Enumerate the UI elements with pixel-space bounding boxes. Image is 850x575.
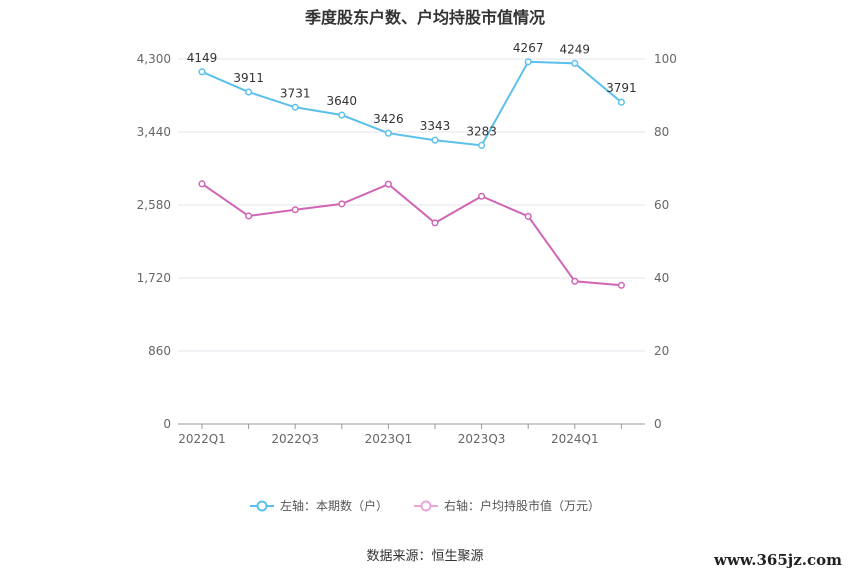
x-axis-tick-label: 2022Q1: [178, 432, 226, 446]
left-axis-tick-label: 2,580: [137, 198, 171, 212]
data-label: 3283: [466, 124, 497, 138]
legend-marker-households: [249, 500, 274, 511]
data-label: 3791: [606, 81, 637, 95]
right-axis-tick-label: 0: [654, 417, 662, 431]
data-label: 3731: [280, 86, 311, 100]
right-axis-tick-label: 100: [654, 52, 677, 66]
data-point: [338, 200, 346, 208]
left-axis-tick-label: 3,440: [137, 125, 171, 139]
data-label: 3426: [373, 112, 404, 126]
left-axis-tick-label: 4,300: [137, 52, 171, 66]
legend-label-avg-value: 右轴：户均持股市值（万元）: [444, 499, 601, 513]
source-text: 数据来源：恒生聚源: [366, 549, 484, 564]
data-point: [524, 58, 532, 66]
right-axis: 0 20 40 60 80 100: [654, 52, 677, 431]
data-point: [245, 88, 253, 96]
data-point: [245, 212, 253, 220]
series-line-1: [201, 183, 622, 287]
legend-marker-avg-value: [414, 500, 438, 511]
right-axis-tick-label: 60: [654, 198, 669, 212]
data-label: 3640: [327, 94, 358, 108]
series-line-0: [201, 60, 623, 147]
right-axis-tick-label: 20: [654, 344, 669, 358]
data-point: [478, 192, 486, 200]
left-axis: 0 860 1,720 2,580 3,440 4,300: [137, 52, 171, 431]
legend-item-households[interactable]: 左轴：本期数（户）: [249, 497, 388, 514]
data-label: 4149: [187, 51, 218, 65]
watermark: www.365jz.com: [714, 551, 842, 569]
data-point: [431, 219, 439, 227]
data-point: [524, 212, 532, 220]
data-label: 4267: [513, 41, 544, 55]
left-axis-tick-label: 1,720: [137, 271, 171, 285]
x-axis-tick-label: 2023Q1: [365, 432, 413, 446]
data-point: [291, 103, 299, 111]
series-layer: 4149 3911 3731 3640 3426 3343 3283 4267 4249 3791: [187, 41, 637, 289]
data-point: [571, 59, 579, 67]
data-point: [431, 136, 439, 144]
data-point: [291, 206, 299, 214]
chart-title: 季度股东户数、户均持股市值情况: [304, 8, 545, 27]
right-axis-tick-label: 80: [654, 125, 669, 139]
data-label: 3343: [420, 119, 451, 133]
data-point: [478, 141, 486, 149]
data-point: [617, 98, 625, 106]
data-point: [198, 180, 206, 188]
left-axis-tick-label: 0: [163, 417, 171, 431]
left-axis-tick-label: 860: [148, 344, 171, 358]
data-point: [384, 180, 392, 188]
data-point: [198, 68, 206, 76]
x-axis-tick-label: 2023Q3: [458, 432, 506, 446]
x-axis-tick-label: 2022Q3: [271, 432, 319, 446]
grid-lines: [178, 58, 645, 352]
data-point: [571, 277, 579, 285]
x-axis-tick-label: 2024Q1: [551, 432, 599, 446]
data-label: 3911: [233, 71, 264, 85]
data-point: [384, 129, 392, 137]
legend-label-households: 左轴：本期数（户）: [279, 499, 388, 513]
right-axis-tick-label: 40: [654, 271, 669, 285]
legend-item-avg-value[interactable]: 右轴：户均持股市值（万元）: [414, 497, 600, 514]
data-label: 4249: [560, 42, 591, 56]
data-point: [338, 111, 346, 119]
data-point: [617, 281, 625, 289]
x-axis: 2022Q1 2022Q3 2023Q1 2023Q3 2024Q1: [178, 423, 645, 446]
legend: 左轴：本期数（户） 右轴：户均持股市值（万元）: [0, 497, 850, 514]
